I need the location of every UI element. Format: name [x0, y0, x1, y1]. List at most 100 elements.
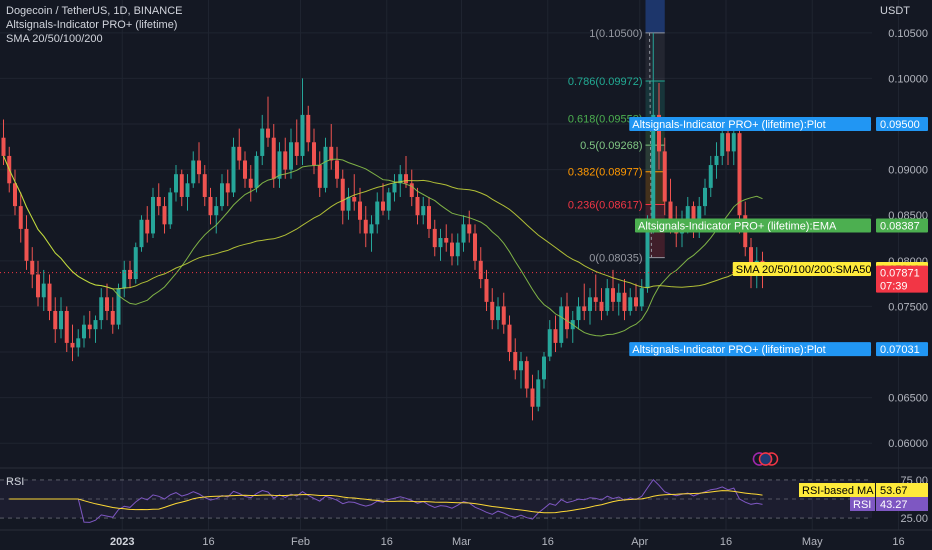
candle-body[interactable]	[645, 224, 650, 289]
candle-body[interactable]	[708, 165, 713, 188]
candle-body[interactable]	[484, 279, 489, 302]
candle-body[interactable]	[156, 196, 161, 207]
candle-body[interactable]	[13, 183, 17, 207]
candle-body[interactable]	[731, 133, 736, 152]
candle-body[interactable]	[237, 146, 242, 161]
candle-body[interactable]	[139, 219, 144, 248]
candle-body[interactable]	[352, 196, 357, 202]
candle-body[interactable]	[122, 269, 127, 289]
candle-body[interactable]	[386, 192, 391, 211]
rsi-ma-name-tag[interactable]	[799, 483, 875, 497]
candle-body[interactable]	[450, 242, 454, 257]
candle-body[interactable]	[191, 160, 196, 184]
candle-body[interactable]	[530, 388, 535, 407]
candle-body[interactable]	[519, 361, 523, 371]
candle-body[interactable]	[47, 283, 52, 311]
candle-body[interactable]	[438, 238, 443, 248]
candle-body[interactable]	[179, 174, 184, 197]
candle-body[interactable]	[662, 151, 667, 202]
candle-body[interactable]	[266, 128, 270, 138]
indicator-name[interactable]: Altsignals-Indicator PRO+ (lifetime)	[6, 19, 178, 31]
candle-body[interactable]	[478, 260, 483, 280]
candle-body[interactable]	[490, 301, 495, 321]
candle-body[interactable]	[536, 379, 541, 407]
candle-body[interactable]	[547, 329, 552, 357]
candle-body[interactable]	[392, 183, 397, 193]
candle-body[interactable]	[306, 114, 311, 143]
candle-body[interactable]	[363, 219, 368, 234]
candle-body[interactable]	[444, 238, 449, 243]
candle-body[interactable]	[105, 297, 109, 311]
indicator-value-tag[interactable]	[876, 117, 928, 132]
candle-body[interactable]	[289, 142, 293, 170]
candle-body[interactable]	[82, 324, 86, 339]
candle-body[interactable]	[87, 324, 92, 330]
candle-body[interactable]	[691, 206, 696, 229]
candle-body[interactable]	[133, 247, 138, 280]
candle-body[interactable]	[375, 201, 380, 225]
candle-body[interactable]	[496, 306, 500, 321]
candle-body[interactable]	[214, 206, 219, 216]
candle-body[interactable]	[64, 310, 69, 343]
candle-body[interactable]	[668, 201, 673, 220]
candle-body[interactable]	[202, 174, 207, 197]
us-flag-icon[interactable]	[758, 452, 773, 466]
candle-body[interactable]	[559, 306, 564, 343]
candle-body[interactable]	[30, 260, 35, 275]
candle-body[interactable]	[174, 174, 178, 193]
candle-body[interactable]	[720, 133, 725, 156]
indicator-name-tag[interactable]	[635, 218, 871, 233]
candle-body[interactable]	[70, 342, 75, 348]
candle-body[interactable]	[639, 288, 644, 307]
indicator-value-tag[interactable]	[876, 342, 928, 357]
candle-body[interactable]	[340, 178, 345, 211]
candle-body[interactable]	[283, 151, 288, 170]
candle-body[interactable]	[473, 233, 477, 261]
candle-body[interactable]	[524, 361, 529, 389]
candle-body[interactable]	[737, 133, 742, 216]
candle-body[interactable]	[432, 228, 437, 248]
candle-body[interactable]	[461, 224, 466, 243]
candle-body[interactable]	[197, 160, 201, 175]
candle-body[interactable]	[346, 196, 351, 211]
candle-body[interactable]	[749, 247, 753, 270]
candle-body[interactable]	[317, 165, 322, 188]
candle-body[interactable]	[312, 142, 316, 166]
candle-body[interactable]	[616, 292, 621, 302]
candle-body[interactable]	[657, 114, 661, 152]
candle-body[interactable]	[697, 206, 702, 229]
candle-body[interactable]	[93, 320, 98, 330]
candle-body[interactable]	[225, 183, 230, 193]
candle-body[interactable]	[1, 137, 6, 156]
rsi-pane-title[interactable]: RSI	[6, 476, 25, 488]
candle-body[interactable]	[409, 183, 414, 197]
candle-body[interactable]	[41, 283, 46, 298]
candle-body[interactable]	[185, 183, 190, 197]
indicator-name-tag[interactable]	[629, 117, 871, 132]
candle-body[interactable]	[553, 329, 558, 343]
candle-body[interactable]	[611, 288, 615, 302]
candle-body[interactable]	[116, 288, 121, 325]
candle-body[interactable]	[628, 297, 633, 311]
candle-body[interactable]	[421, 206, 426, 216]
candle-body[interactable]	[703, 187, 707, 207]
indicator-name-tag[interactable]	[732, 262, 871, 277]
indicator-name-tag[interactable]	[629, 342, 871, 357]
last-price-tag[interactable]	[876, 265, 928, 293]
candle-body[interactable]	[24, 228, 29, 261]
candle-body[interactable]	[59, 310, 63, 330]
candle-body[interactable]	[329, 146, 334, 161]
candle-body[interactable]	[358, 201, 362, 220]
rsi-ma-value-tag[interactable]	[876, 483, 928, 497]
candle-body[interactable]	[542, 356, 546, 380]
candle-body[interactable]	[99, 297, 104, 321]
rsi-name-tag[interactable]	[850, 497, 875, 511]
candle-body[interactable]	[415, 196, 420, 216]
candle-body[interactable]	[300, 114, 305, 156]
candle-body[interactable]	[145, 219, 150, 234]
candle-body[interactable]	[576, 306, 581, 321]
candle-body[interactable]	[260, 128, 265, 156]
indicator-value-tag[interactable]	[876, 218, 928, 233]
